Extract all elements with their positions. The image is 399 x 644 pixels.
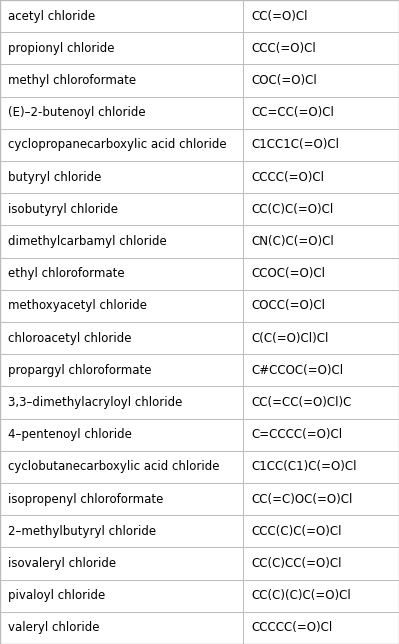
Text: CC(C)C(=O)Cl: CC(C)C(=O)Cl: [251, 203, 333, 216]
Text: cyclobutanecarboxylic acid chloride: cyclobutanecarboxylic acid chloride: [8, 460, 219, 473]
Text: (E)–2-butenoyl chloride: (E)–2-butenoyl chloride: [8, 106, 146, 119]
Text: methyl chloroformate: methyl chloroformate: [8, 74, 136, 87]
Text: C=CCCC(=O)Cl: C=CCCC(=O)Cl: [251, 428, 342, 441]
Text: CC(=C)OC(=O)Cl: CC(=C)OC(=O)Cl: [251, 493, 352, 506]
Text: methoxyacetyl chloride: methoxyacetyl chloride: [8, 299, 147, 312]
Text: 2–methylbutyryl chloride: 2–methylbutyryl chloride: [8, 525, 156, 538]
Text: pivaloyl chloride: pivaloyl chloride: [8, 589, 105, 602]
Text: CCC(C)C(=O)Cl: CCC(C)C(=O)Cl: [251, 525, 342, 538]
Text: CCCC(=O)Cl: CCCC(=O)Cl: [251, 171, 324, 184]
Text: isopropenyl chloroformate: isopropenyl chloroformate: [8, 493, 163, 506]
Text: isobutyryl chloride: isobutyryl chloride: [8, 203, 118, 216]
Text: CC(C)(C)C(=O)Cl: CC(C)(C)C(=O)Cl: [251, 589, 351, 602]
Text: valeryl chloride: valeryl chloride: [8, 621, 99, 634]
Text: cyclopropanecarboxylic acid chloride: cyclopropanecarboxylic acid chloride: [8, 138, 227, 151]
Text: C1CC1C(=O)Cl: C1CC1C(=O)Cl: [251, 138, 339, 151]
Text: CCC(=O)Cl: CCC(=O)Cl: [251, 42, 316, 55]
Text: isovaleryl chloride: isovaleryl chloride: [8, 557, 116, 570]
Text: dimethylcarbamyl chloride: dimethylcarbamyl chloride: [8, 235, 167, 248]
Text: 3,3–dimethylacryloyl chloride: 3,3–dimethylacryloyl chloride: [8, 396, 182, 409]
Text: CC(=CC(=O)Cl)C: CC(=CC(=O)Cl)C: [251, 396, 352, 409]
Text: CC(=O)Cl: CC(=O)Cl: [251, 10, 308, 23]
Text: propionyl chloride: propionyl chloride: [8, 42, 115, 55]
Text: CN(C)C(=O)Cl: CN(C)C(=O)Cl: [251, 235, 334, 248]
Text: COC(=O)Cl: COC(=O)Cl: [251, 74, 317, 87]
Text: chloroacetyl chloride: chloroacetyl chloride: [8, 332, 132, 345]
Text: butyryl chloride: butyryl chloride: [8, 171, 101, 184]
Text: C(C(=O)Cl)Cl: C(C(=O)Cl)Cl: [251, 332, 328, 345]
Text: COCC(=O)Cl: COCC(=O)Cl: [251, 299, 325, 312]
Text: C1CC(C1)C(=O)Cl: C1CC(C1)C(=O)Cl: [251, 460, 356, 473]
Text: 4–pentenoyl chloride: 4–pentenoyl chloride: [8, 428, 132, 441]
Text: propargyl chloroformate: propargyl chloroformate: [8, 364, 152, 377]
Text: C#CCOC(=O)Cl: C#CCOC(=O)Cl: [251, 364, 343, 377]
Text: acetyl chloride: acetyl chloride: [8, 10, 95, 23]
Text: ethyl chloroformate: ethyl chloroformate: [8, 267, 124, 280]
Text: CC=CC(=O)Cl: CC=CC(=O)Cl: [251, 106, 334, 119]
Text: CCCCC(=O)Cl: CCCCC(=O)Cl: [251, 621, 332, 634]
Text: CC(C)CC(=O)Cl: CC(C)CC(=O)Cl: [251, 557, 342, 570]
Text: CCOC(=O)Cl: CCOC(=O)Cl: [251, 267, 325, 280]
